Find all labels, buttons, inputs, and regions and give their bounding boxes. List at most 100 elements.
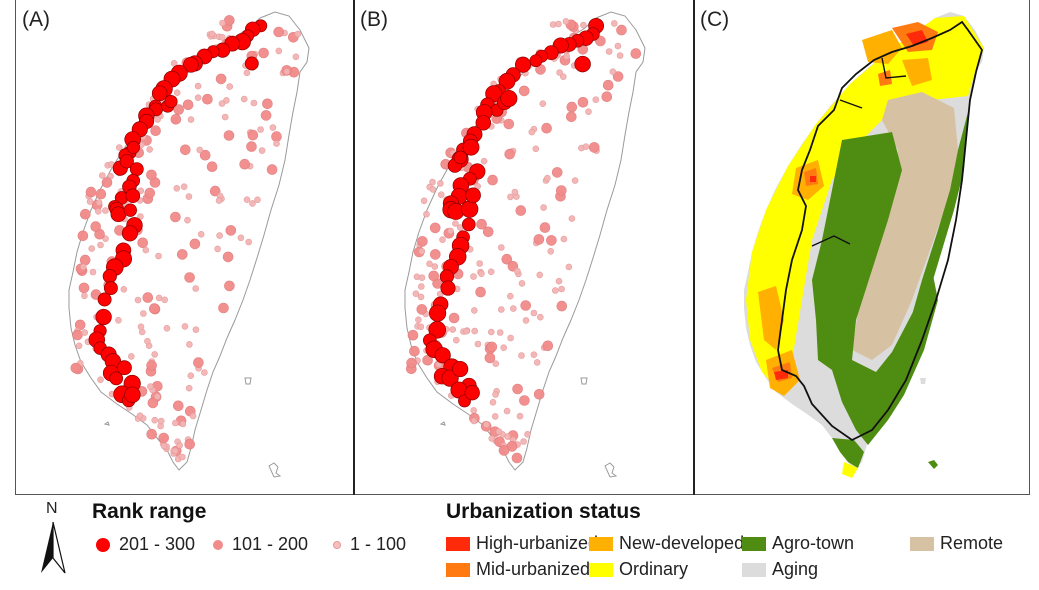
rank-101-200-point: [70, 362, 82, 374]
rank-101-200-point: [158, 432, 169, 444]
rank-1-100-point: [568, 215, 576, 222]
rank-101-200-point: [239, 158, 250, 170]
rank-1-100-point: [530, 309, 538, 317]
rank-1-100-point: [417, 323, 425, 331]
rank-101-200-point: [503, 118, 515, 130]
rank-201-300-point: [119, 154, 134, 169]
rank-1-100-point: [136, 412, 144, 420]
panel-label-a: (A): [22, 8, 50, 31]
rank-1-100-point: [471, 307, 478, 314]
rank-1-100-point: [539, 100, 547, 107]
urbanization-legend-item: New-developed: [589, 533, 744, 554]
north-arrow-icon: [41, 521, 66, 574]
mid-urbanized-swatch-icon: [446, 562, 470, 577]
rank-1-100-point: [243, 69, 251, 77]
rank-1-100-point: [218, 33, 226, 41]
island: [604, 462, 618, 478]
rank-101-200-point: [90, 221, 101, 232]
rank-1-100-point: [492, 391, 499, 398]
rank-1-100-point: [488, 328, 495, 336]
rank-101-200-point: [566, 111, 577, 123]
rank-1-100-point: [137, 323, 145, 331]
rank-1-100-point: [194, 94, 202, 101]
rank-201-300-point: [126, 140, 141, 154]
rank-101-200-point: [137, 237, 148, 249]
rank-1-100-point: [258, 147, 266, 154]
rank-1-100-point: [221, 113, 229, 121]
rank-1-100-point: [147, 383, 154, 390]
rank-101-200-point: [173, 104, 184, 115]
rank-101-200-point: [515, 205, 527, 216]
region-remote: [852, 92, 958, 360]
rank-101-200-point: [147, 397, 159, 409]
rank-1-100-point: [99, 172, 106, 179]
rank-201-300-point: [116, 360, 132, 376]
rank-101-200-point: [224, 15, 235, 26]
panel-label-c: (C): [700, 8, 730, 31]
rank-1-100-point: [610, 20, 618, 27]
rank-101-200-point: [422, 354, 433, 366]
rank-1-100-point: [417, 293, 425, 301]
rank-1-100-point: [470, 407, 477, 414]
rank-1-100-point: [555, 20, 562, 28]
rank-1-100-point: [208, 30, 216, 38]
rank-1-100-point: [161, 296, 168, 304]
urbanization-legend-item: Aging: [742, 559, 818, 580]
map-c: [744, 12, 984, 478]
rank-1-100-point: [418, 274, 426, 282]
rank-1-100-point: [496, 329, 504, 336]
urbanization-legend-label: Aging: [772, 559, 819, 579]
rank-1-100-point: [179, 453, 186, 461]
rank-1-100-point: [420, 197, 428, 205]
rank-1-100-point: [88, 245, 95, 252]
rank-1-100-point: [115, 316, 122, 324]
rank-201-300-point: [429, 304, 447, 322]
rank-1-100-point: [528, 128, 536, 136]
rank-1-100-point: [423, 210, 430, 218]
rank-101-200-point: [215, 73, 227, 85]
rank-1-100-point: [196, 146, 203, 154]
urbanization-legend-title: Urbanization status: [446, 500, 641, 523]
rank-1-100-point: [518, 280, 526, 287]
rank-1-100-point: [81, 329, 88, 336]
rank-101-200-point: [224, 280, 235, 292]
rank-1-100-point: [558, 285, 565, 293]
rank-101-200-point: [177, 249, 188, 260]
rank-201-300-point: [97, 292, 112, 307]
rank-1-100-point: [187, 372, 195, 380]
rank-1-100-point: [173, 185, 181, 192]
rank-101-200-point: [193, 357, 204, 368]
rank-1-100-point: [449, 326, 456, 333]
rank-legend-label: 201 - 300: [119, 534, 196, 554]
rank-1-100-point: [180, 183, 188, 190]
railway-branch: [811, 235, 851, 247]
rank-201-300-point: [475, 115, 492, 131]
rank-101-200-point: [416, 304, 428, 315]
rank-1-100-point: [616, 52, 624, 59]
rank-1-100-point: [470, 417, 478, 425]
rank-1-100-point: [429, 186, 437, 193]
rank-101-200-point: [170, 114, 182, 125]
rank-1-100-point: [146, 146, 153, 153]
rank-1-100-point: [170, 59, 178, 67]
region-ordinary: [842, 462, 858, 478]
rank-201-300-point: [244, 56, 259, 71]
rank-101-200-point: [601, 91, 613, 102]
rank-201-300-point: [464, 385, 480, 401]
rank-1-100-point: [507, 292, 514, 300]
rank-201-300-point: [440, 280, 456, 296]
rank-1-100-point: [453, 336, 460, 344]
rank-1-100-point: [155, 252, 162, 260]
rank-101-200-point: [616, 24, 627, 36]
rank-1-100-point: [431, 263, 439, 270]
rank-1-100-point: [540, 204, 547, 211]
rank-1-100-point: [214, 245, 221, 253]
rank-1-100-point: [151, 351, 158, 358]
rank-1-100-point: [439, 236, 446, 243]
rank-1-100-point: [120, 285, 128, 293]
rank-1-100-point: [187, 116, 195, 123]
rank-1-100-point: [491, 413, 499, 420]
rank-1-100-point: [503, 407, 511, 415]
aging-swatch-icon: [742, 562, 766, 577]
rank-legend-label: 1 - 100: [350, 534, 407, 554]
